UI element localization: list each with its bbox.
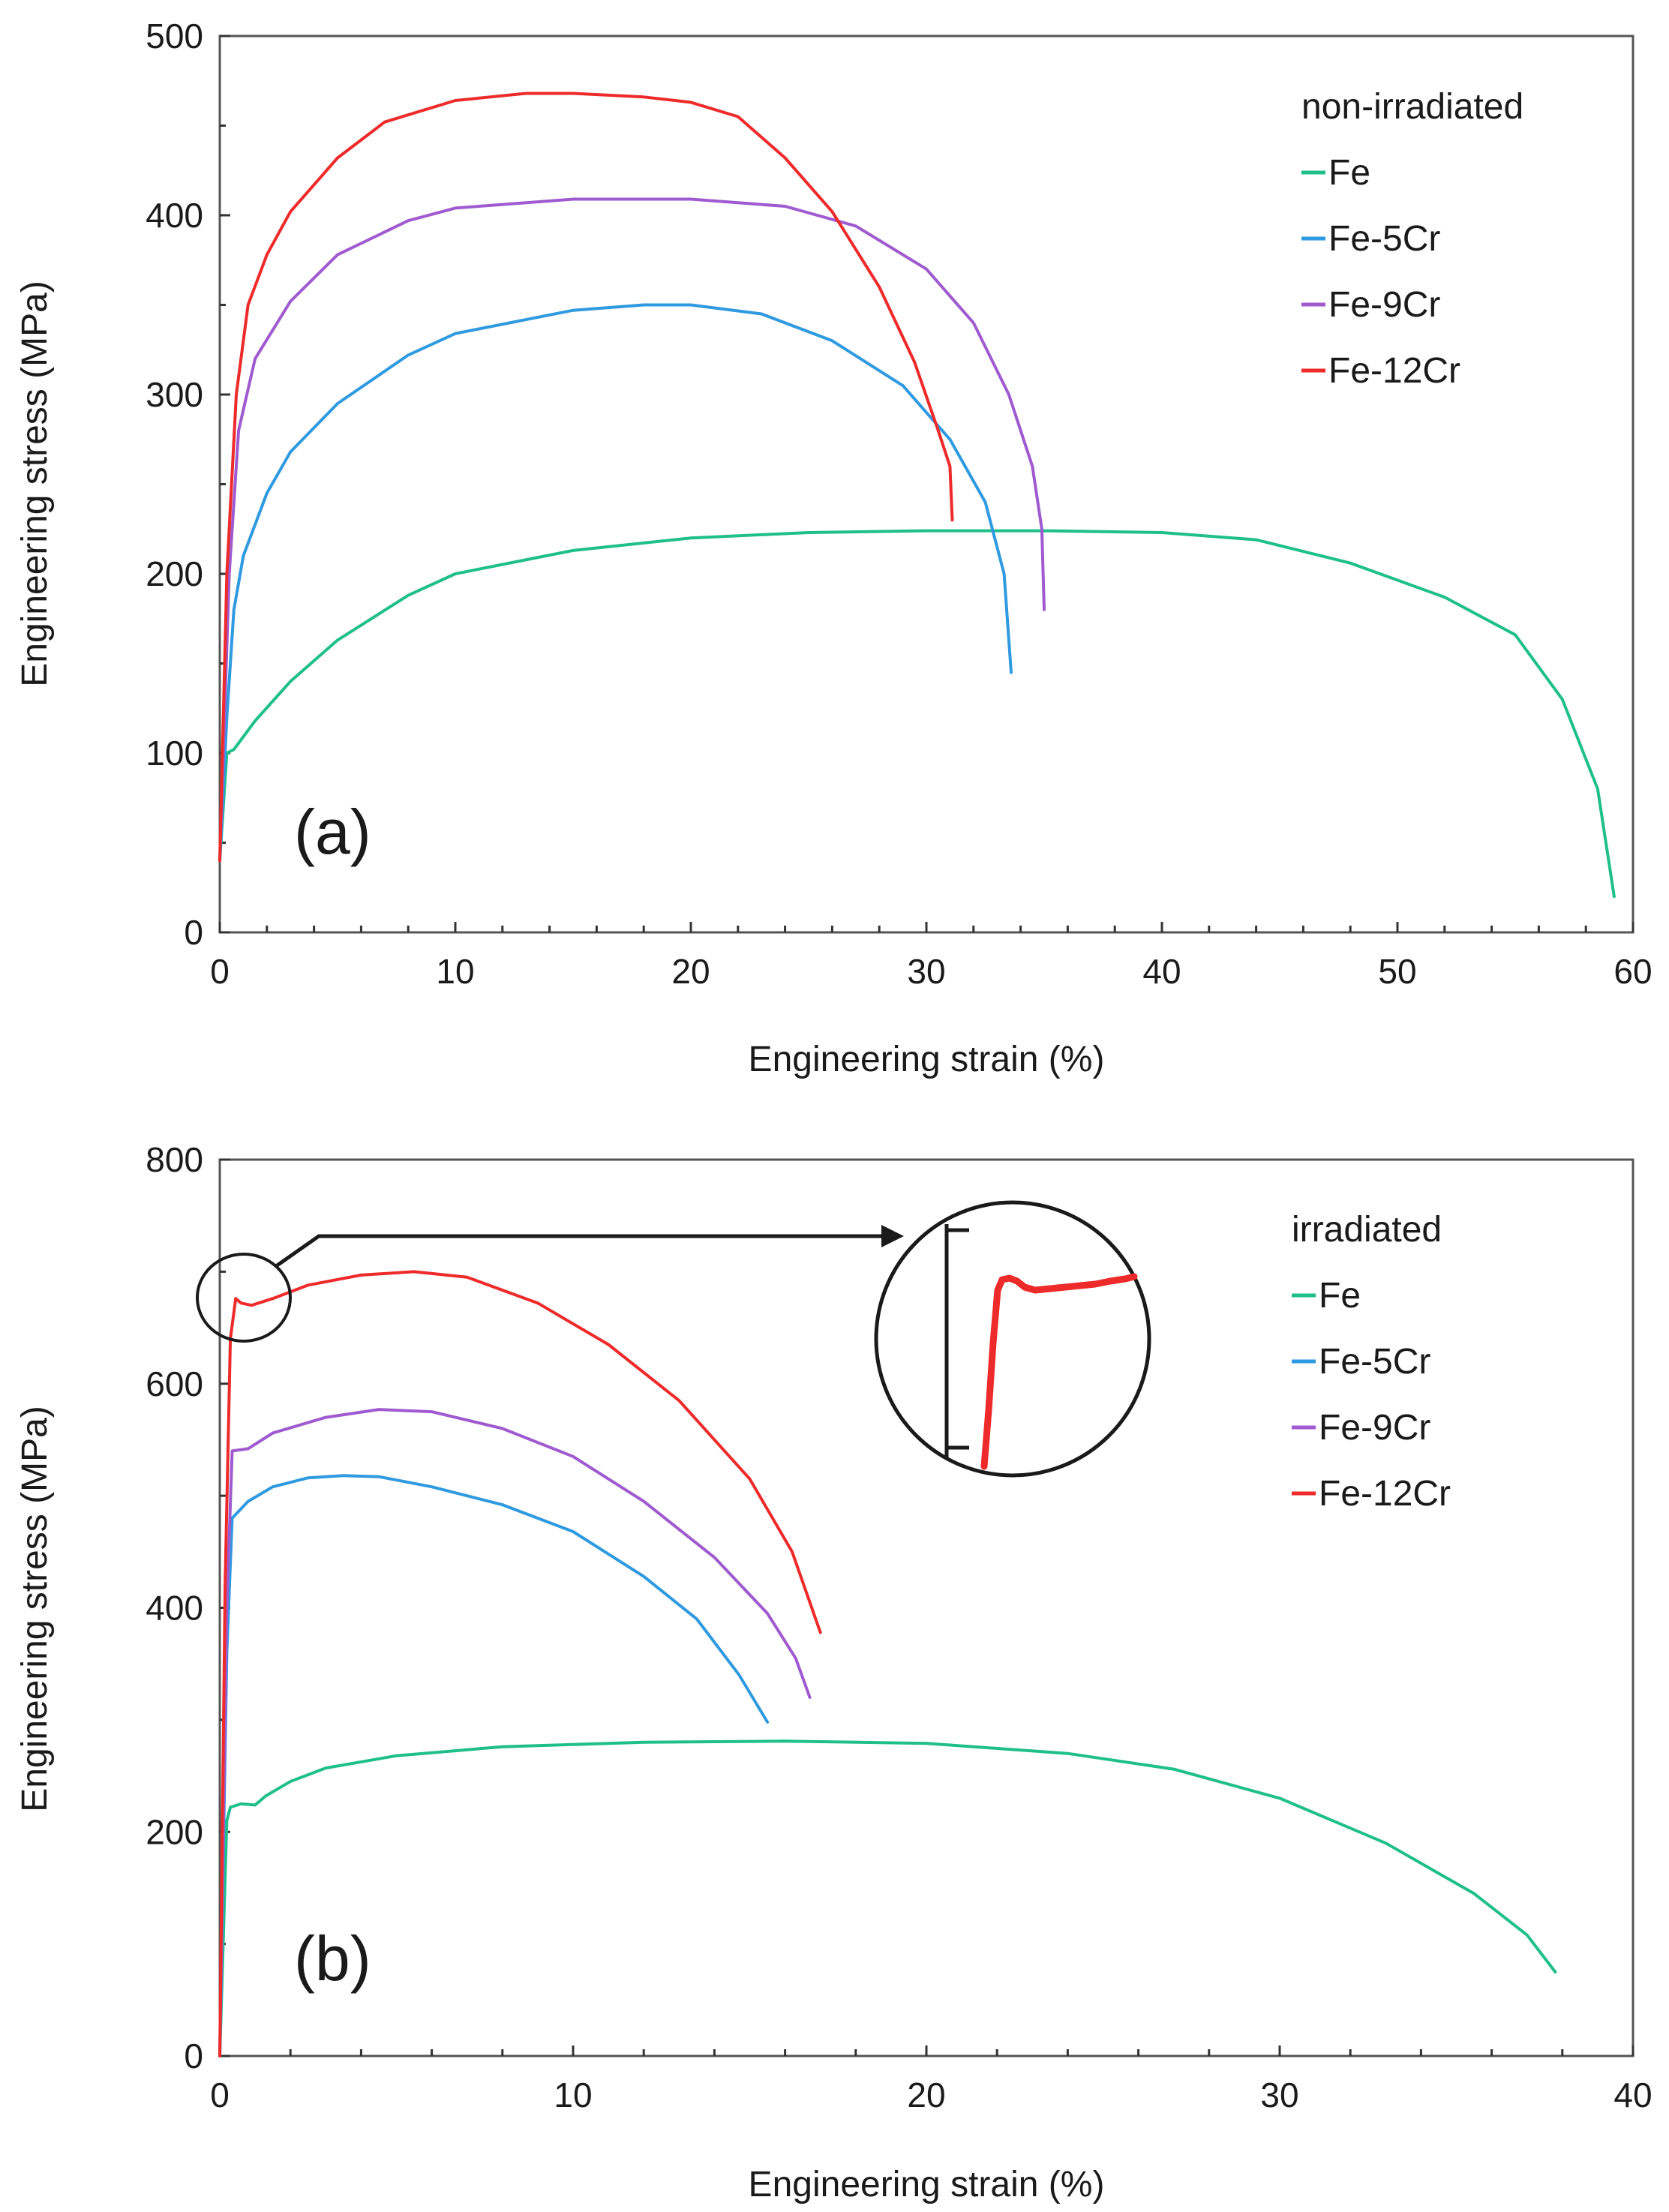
panel-b-x-tick-label: 40	[1613, 2075, 1652, 2114]
panel-b-y-tick-label: 0	[184, 2036, 203, 2075]
panel-b-y-tick-label: 200	[146, 1812, 203, 1851]
panel-a-legend-label: Fe-12Cr	[1328, 351, 1460, 391]
panel-a-y-tick-label: 500	[146, 17, 203, 56]
panel-b-series-fe-9cr	[218, 1408, 812, 2057]
panel-b-legend-label: Fe-5Cr	[1319, 1342, 1430, 1382]
panel-a-y-tick-label: 300	[146, 375, 203, 414]
zoom-arrow-line	[275, 1234, 889, 1268]
panel-a-chart: 0 100 200 300 400 500 0 10 20 30 40 50 60 Engineeri…	[15, 17, 1652, 1079]
panel-a-series-group	[218, 92, 1616, 899]
panel-a-series-fe-12cr	[218, 92, 954, 863]
panel-b-y-axis-title: Engineering stress (MPa)	[15, 1406, 55, 1812]
panel-a-y-tick-label: 0	[184, 913, 203, 952]
panel-a-y-tick-label: 400	[146, 196, 203, 235]
panel-b-legend-label: Fe-12Cr	[1319, 1474, 1451, 1514]
panel-b-x-axis-title: Engineering strain (%)	[749, 2165, 1105, 2204]
panel-b-series-fe-5cr	[218, 1474, 770, 2057]
panel-b-zoom-annotation	[196, 1200, 1151, 1478]
panel-a-y-axis-title: Engineering stress (MPa)	[15, 281, 55, 687]
panel-a-x-tick-label: 0	[210, 952, 230, 991]
panel-a-x-tick-label: 40	[1142, 952, 1181, 991]
panel-b-series-fe-12cr	[218, 1270, 822, 2057]
panel-b-y-tick-label: 600	[146, 1364, 203, 1403]
panel-a-legend-label: Fe-9Cr	[1328, 285, 1440, 325]
panel-b-x-tick-label: 20	[907, 2075, 945, 2114]
panel-b-y-axis: 0 200 400 600 800	[146, 1140, 230, 2075]
panel-a-series-fe	[218, 529, 1616, 899]
panel-a-y-axis: 0 100 200 300 400 500	[146, 17, 230, 952]
panel-a-x-axis-title: Engineering strain (%)	[749, 1040, 1105, 1079]
panel-b-label: (b)	[294, 1923, 371, 1994]
zoom-inset-circle	[874, 1200, 1151, 1478]
panel-a-plot-frame	[218, 35, 1634, 934]
panel-a-legend-title: non-irradiated	[1301, 87, 1523, 127]
panel-b-x-axis: 0 10 20 30 40	[210, 2045, 1652, 2114]
panel-b-legend: irradiated Fe Fe-5Cr Fe-9Cr Fe-12Cr	[1292, 1210, 1451, 1514]
panel-a-legend-label: Fe-5Cr	[1328, 219, 1440, 259]
panel-a-x-axis: 0 10 20 30 40 50 60	[210, 922, 1652, 991]
panel-b-chart: 0 200 400 600 800 0 10 20 30 40 Engineering stra…	[15, 1140, 1652, 2204]
panel-b-x-tick-label: 30	[1260, 2075, 1298, 2114]
panel-a-y-tick-label: 200	[146, 554, 203, 593]
panel-b-legend-title: irradiated	[1292, 1210, 1442, 1250]
panel-b-y-tick-label: 800	[146, 1140, 203, 1179]
panel-b-x-tick-label: 0	[210, 2075, 230, 2114]
panel-b-series-group	[218, 1270, 1557, 2057]
panel-a-y-tick-label: 100	[146, 734, 203, 773]
zoom-inset-curve-fe-12cr	[980, 1273, 1138, 1470]
panel-a-series-fe-9cr	[218, 197, 1046, 863]
panel-b-y-tick-label: 400	[146, 1589, 203, 1628]
panel-a-x-tick-label: 60	[1613, 952, 1652, 991]
zoom-source-circle	[196, 1253, 292, 1343]
panel-a-x-tick-label: 50	[1378, 952, 1416, 991]
panel-a-x-tick-label: 20	[671, 952, 710, 991]
panel-b-legend-label: Fe	[1319, 1276, 1361, 1316]
panel-a-legend-label: Fe	[1328, 153, 1370, 193]
panel-b-series-fe	[218, 1739, 1557, 2057]
panel-a-series-fe-5cr	[218, 303, 1013, 863]
zoom-arrow-head	[881, 1225, 904, 1247]
panel-b-x-tick-label: 10	[554, 2075, 592, 2114]
panel-a-x-tick-label: 10	[436, 952, 474, 991]
panel-b-legend-label: Fe-9Cr	[1319, 1408, 1430, 1448]
panel-a-x-tick-label: 30	[907, 952, 945, 991]
panel-a-label: (a)	[294, 797, 371, 867]
panel-a-legend: non-irradiated Fe Fe-5Cr Fe-9Cr Fe-12Cr	[1301, 87, 1523, 391]
